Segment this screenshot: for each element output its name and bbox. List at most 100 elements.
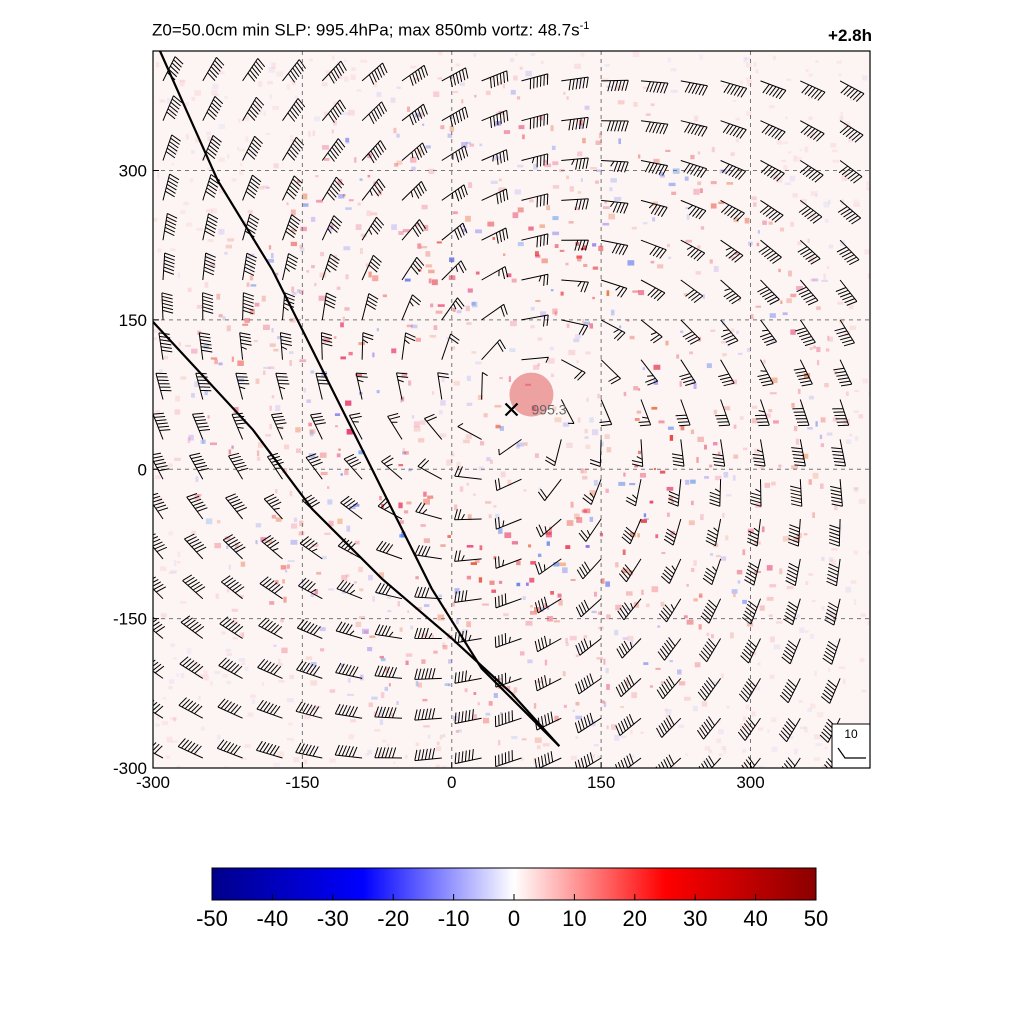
vorticity-speck [343, 246, 351, 251]
vorticity-speck [251, 699, 256, 705]
vorticity-speck [239, 632, 245, 638]
vorticity-speck [746, 111, 752, 116]
vorticity-speck [799, 627, 805, 633]
vorticity-speck [532, 406, 535, 410]
vorticity-speck [179, 80, 185, 87]
wind-barb [675, 399, 691, 427]
vorticity-speck [247, 712, 254, 717]
time-label: +2.8h [828, 26, 872, 45]
wind-barb [239, 332, 252, 360]
vorticity-speck [419, 420, 426, 425]
wind-barb [340, 495, 363, 520]
wind-barb [184, 533, 207, 560]
vorticity-speck [422, 123, 425, 126]
vorticity-speck [642, 222, 648, 225]
vorticity-speck [406, 324, 413, 328]
vorticity-speck [812, 472, 819, 479]
wind-barb [242, 174, 262, 201]
wind-barb [680, 199, 707, 220]
vorticity-speck [790, 659, 793, 665]
vorticity-speck [711, 146, 715, 153]
wind-barb [321, 215, 343, 241]
vorticity-speck [757, 727, 764, 731]
wind-barb [521, 153, 549, 168]
vorticity-speck [345, 274, 349, 280]
vorticity-speck [805, 581, 809, 586]
vorticity-speck [535, 254, 541, 258]
vorticity-speck [320, 251, 325, 257]
vorticity-speck [823, 273, 826, 280]
vorticity-speck [589, 323, 594, 329]
vorticity-speck [533, 757, 537, 764]
vorticity-speck [328, 588, 334, 591]
vorticity-speck [365, 263, 371, 268]
wind-barb [361, 101, 388, 125]
wind-barb [296, 660, 323, 679]
vorticity-speck [771, 339, 776, 344]
wind-barb [481, 109, 509, 128]
vorticity-speck [810, 703, 816, 709]
vorticity-speck [573, 338, 580, 343]
vorticity-speck [699, 55, 703, 60]
wind-barb [746, 518, 761, 547]
vorticity-speck [310, 594, 314, 597]
vorticity-speck [399, 520, 404, 524]
vorticity-speck [745, 77, 752, 81]
vorticity-speck [839, 318, 844, 324]
vorticity-speck [337, 75, 343, 80]
vorticity-speck [478, 577, 483, 583]
x-tick-label: -150 [285, 773, 319, 792]
vorticity-speck [205, 518, 213, 525]
vorticity-speck [471, 301, 478, 308]
vorticity-speck [743, 56, 748, 63]
wind-barb [494, 556, 522, 569]
vorticity-speck [177, 561, 181, 564]
wind-barb [795, 319, 816, 347]
vorticity-speck [803, 373, 811, 379]
vorticity-speck [320, 471, 328, 476]
vorticity-speck [517, 164, 524, 168]
vorticity-speck [852, 487, 859, 490]
vorticity-speck [159, 369, 163, 375]
wind-barb [295, 701, 323, 719]
vorticity-speck [827, 335, 830, 341]
vorticity-speck [779, 227, 785, 232]
vorticity-speck [583, 508, 591, 514]
vorticity-speck [224, 95, 228, 99]
vorticity-speck [422, 698, 428, 702]
wind-barb [202, 135, 222, 161]
vorticity-speck [218, 228, 225, 235]
vorticity-speck [210, 357, 218, 360]
vorticity-speck [785, 116, 788, 120]
vorticity-speck [706, 363, 712, 369]
vorticity-speck [602, 206, 610, 210]
vorticity-speck [277, 751, 284, 757]
wind-barb [361, 332, 374, 360]
wind-barb [793, 359, 813, 387]
wind-barb [494, 750, 522, 768]
vorticity-speck [606, 290, 610, 296]
wind-barb [334, 703, 363, 719]
wind-barb [671, 439, 685, 467]
wind-barb [217, 698, 243, 719]
vorticity-speck [411, 166, 416, 171]
vorticity-speck [683, 696, 691, 701]
vorticity-speck [316, 199, 323, 203]
vorticity-speck [575, 654, 579, 658]
vorticity-speck [712, 442, 718, 446]
vorticity-speck [539, 224, 546, 229]
vorticity-speck [808, 73, 813, 77]
vorticity-speck [280, 618, 284, 623]
vorticity-speck [173, 73, 177, 76]
vorticity-speck [568, 349, 576, 356]
wind-barb [561, 198, 589, 211]
vorticity-speck [718, 201, 725, 205]
wind-barb [718, 359, 735, 387]
vorticity-speck [754, 448, 760, 454]
vorticity-speck [207, 136, 214, 141]
vorticity-speck [256, 456, 261, 461]
vorticity-speck [668, 496, 673, 501]
vorticity-speck [826, 266, 830, 269]
vorticity-speck [466, 322, 472, 325]
vorticity-speck [606, 614, 611, 620]
